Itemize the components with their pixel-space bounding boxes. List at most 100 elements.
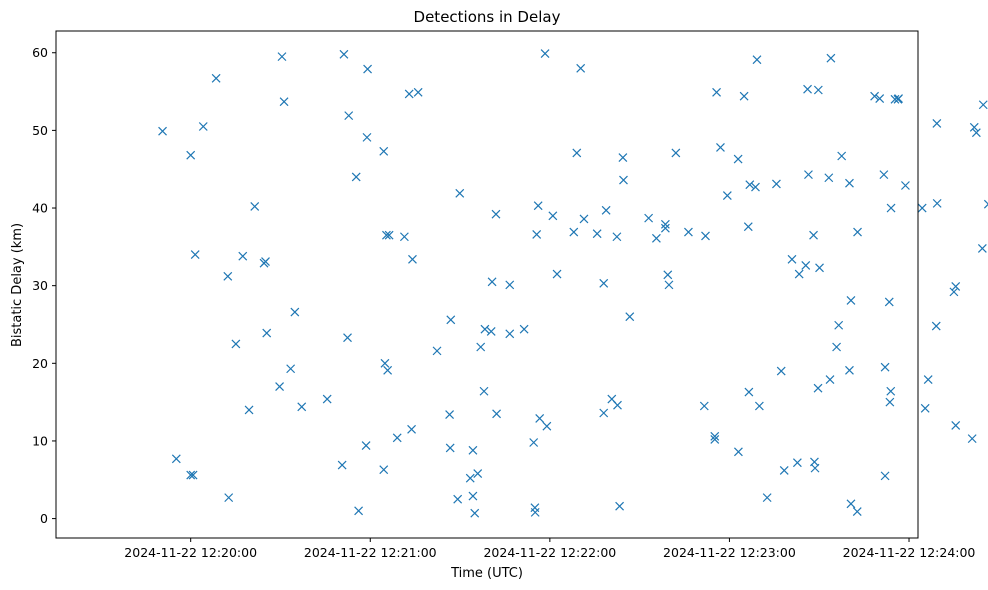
data-point — [875, 94, 885, 103]
data-point — [983, 199, 988, 209]
data-point — [870, 91, 880, 101]
data-point — [262, 328, 272, 338]
data-point — [279, 97, 289, 107]
data-point — [492, 409, 502, 419]
data-point — [337, 460, 347, 470]
data-point — [951, 282, 961, 291]
data-point — [223, 271, 233, 281]
data-point — [231, 339, 241, 349]
data-point — [846, 295, 856, 305]
data-point — [572, 148, 582, 158]
data-point — [978, 100, 988, 110]
y-tick-label: 40 — [32, 201, 48, 216]
x-tick-label: 2024-11-22 12:23:00 — [663, 545, 796, 560]
data-point — [671, 148, 681, 158]
data-point — [379, 465, 389, 475]
data-point — [354, 506, 364, 516]
data-point — [224, 493, 234, 503]
data-point — [880, 471, 890, 481]
x-tick-label: 2024-11-22 12:24:00 — [843, 545, 976, 560]
data-point — [382, 230, 391, 240]
data-point — [362, 132, 372, 142]
data-point — [261, 257, 270, 267]
data-point — [619, 175, 628, 185]
data-point — [664, 280, 674, 290]
data-point — [552, 269, 562, 279]
data-point — [445, 443, 455, 453]
data-point — [432, 346, 442, 356]
data-point — [473, 469, 483, 478]
y-axis-title: Bistatic Delay (km) — [10, 223, 25, 347]
y-axis: 0 10 20 30 40 50 60 — [32, 45, 56, 526]
data-point — [762, 493, 772, 503]
data-point — [540, 49, 550, 58]
data-point — [413, 87, 423, 97]
data-point — [542, 421, 552, 431]
data-point — [826, 53, 836, 63]
data-point — [716, 143, 725, 152]
data-point — [190, 250, 200, 260]
data-point — [920, 403, 930, 413]
data-point — [932, 198, 942, 208]
data-point — [744, 387, 754, 397]
data-point — [322, 394, 332, 404]
data-point — [917, 203, 927, 213]
data-point — [886, 203, 896, 213]
data-point — [399, 232, 409, 242]
data-point — [804, 170, 813, 180]
data-point — [951, 420, 961, 430]
data-point — [901, 181, 910, 190]
data-point — [886, 386, 896, 396]
data-point — [392, 433, 402, 443]
data-point — [754, 401, 764, 411]
data-point — [186, 150, 196, 160]
data-point — [733, 447, 743, 457]
data-point — [813, 383, 823, 393]
data-point — [468, 445, 478, 455]
data-point — [529, 438, 539, 447]
chart-title: Detections in Delay — [414, 8, 561, 26]
y-tick-label: 30 — [32, 278, 48, 293]
data-point — [453, 494, 463, 504]
data-point — [198, 122, 208, 131]
data-point — [837, 151, 847, 161]
data-point — [810, 463, 820, 473]
data-point — [361, 441, 371, 451]
data-point — [612, 232, 622, 242]
data-point — [977, 243, 987, 253]
data-point — [244, 405, 254, 415]
data-point — [712, 87, 721, 97]
data-point — [186, 470, 196, 480]
data-point — [879, 170, 889, 180]
data-point — [569, 227, 579, 237]
data-point — [971, 128, 981, 138]
x-tick-label: 2024-11-22 12:22:00 — [483, 545, 616, 560]
data-point — [275, 382, 285, 392]
data-point — [384, 230, 394, 240]
data-point — [813, 85, 823, 95]
data-point — [660, 223, 670, 233]
data-point — [188, 470, 198, 480]
data-point — [825, 375, 835, 385]
x-tick-label: 2024-11-22 12:21:00 — [304, 545, 437, 560]
data-point — [743, 222, 753, 232]
data-point — [211, 73, 221, 83]
data-point — [644, 213, 654, 223]
data-point — [505, 329, 515, 339]
data-point — [277, 52, 287, 62]
data-point — [404, 89, 414, 99]
data-point — [684, 227, 693, 237]
data-point — [408, 254, 417, 264]
data-point — [885, 397, 895, 407]
data-point — [290, 307, 300, 317]
data-point — [852, 507, 862, 517]
data-point — [407, 424, 416, 434]
data-point — [383, 365, 393, 375]
data-point — [787, 254, 797, 264]
data-point — [618, 153, 628, 162]
data-point — [468, 491, 478, 501]
data-point — [486, 327, 496, 336]
data-point — [733, 154, 743, 164]
data-point — [455, 188, 465, 198]
data-point — [380, 358, 390, 368]
